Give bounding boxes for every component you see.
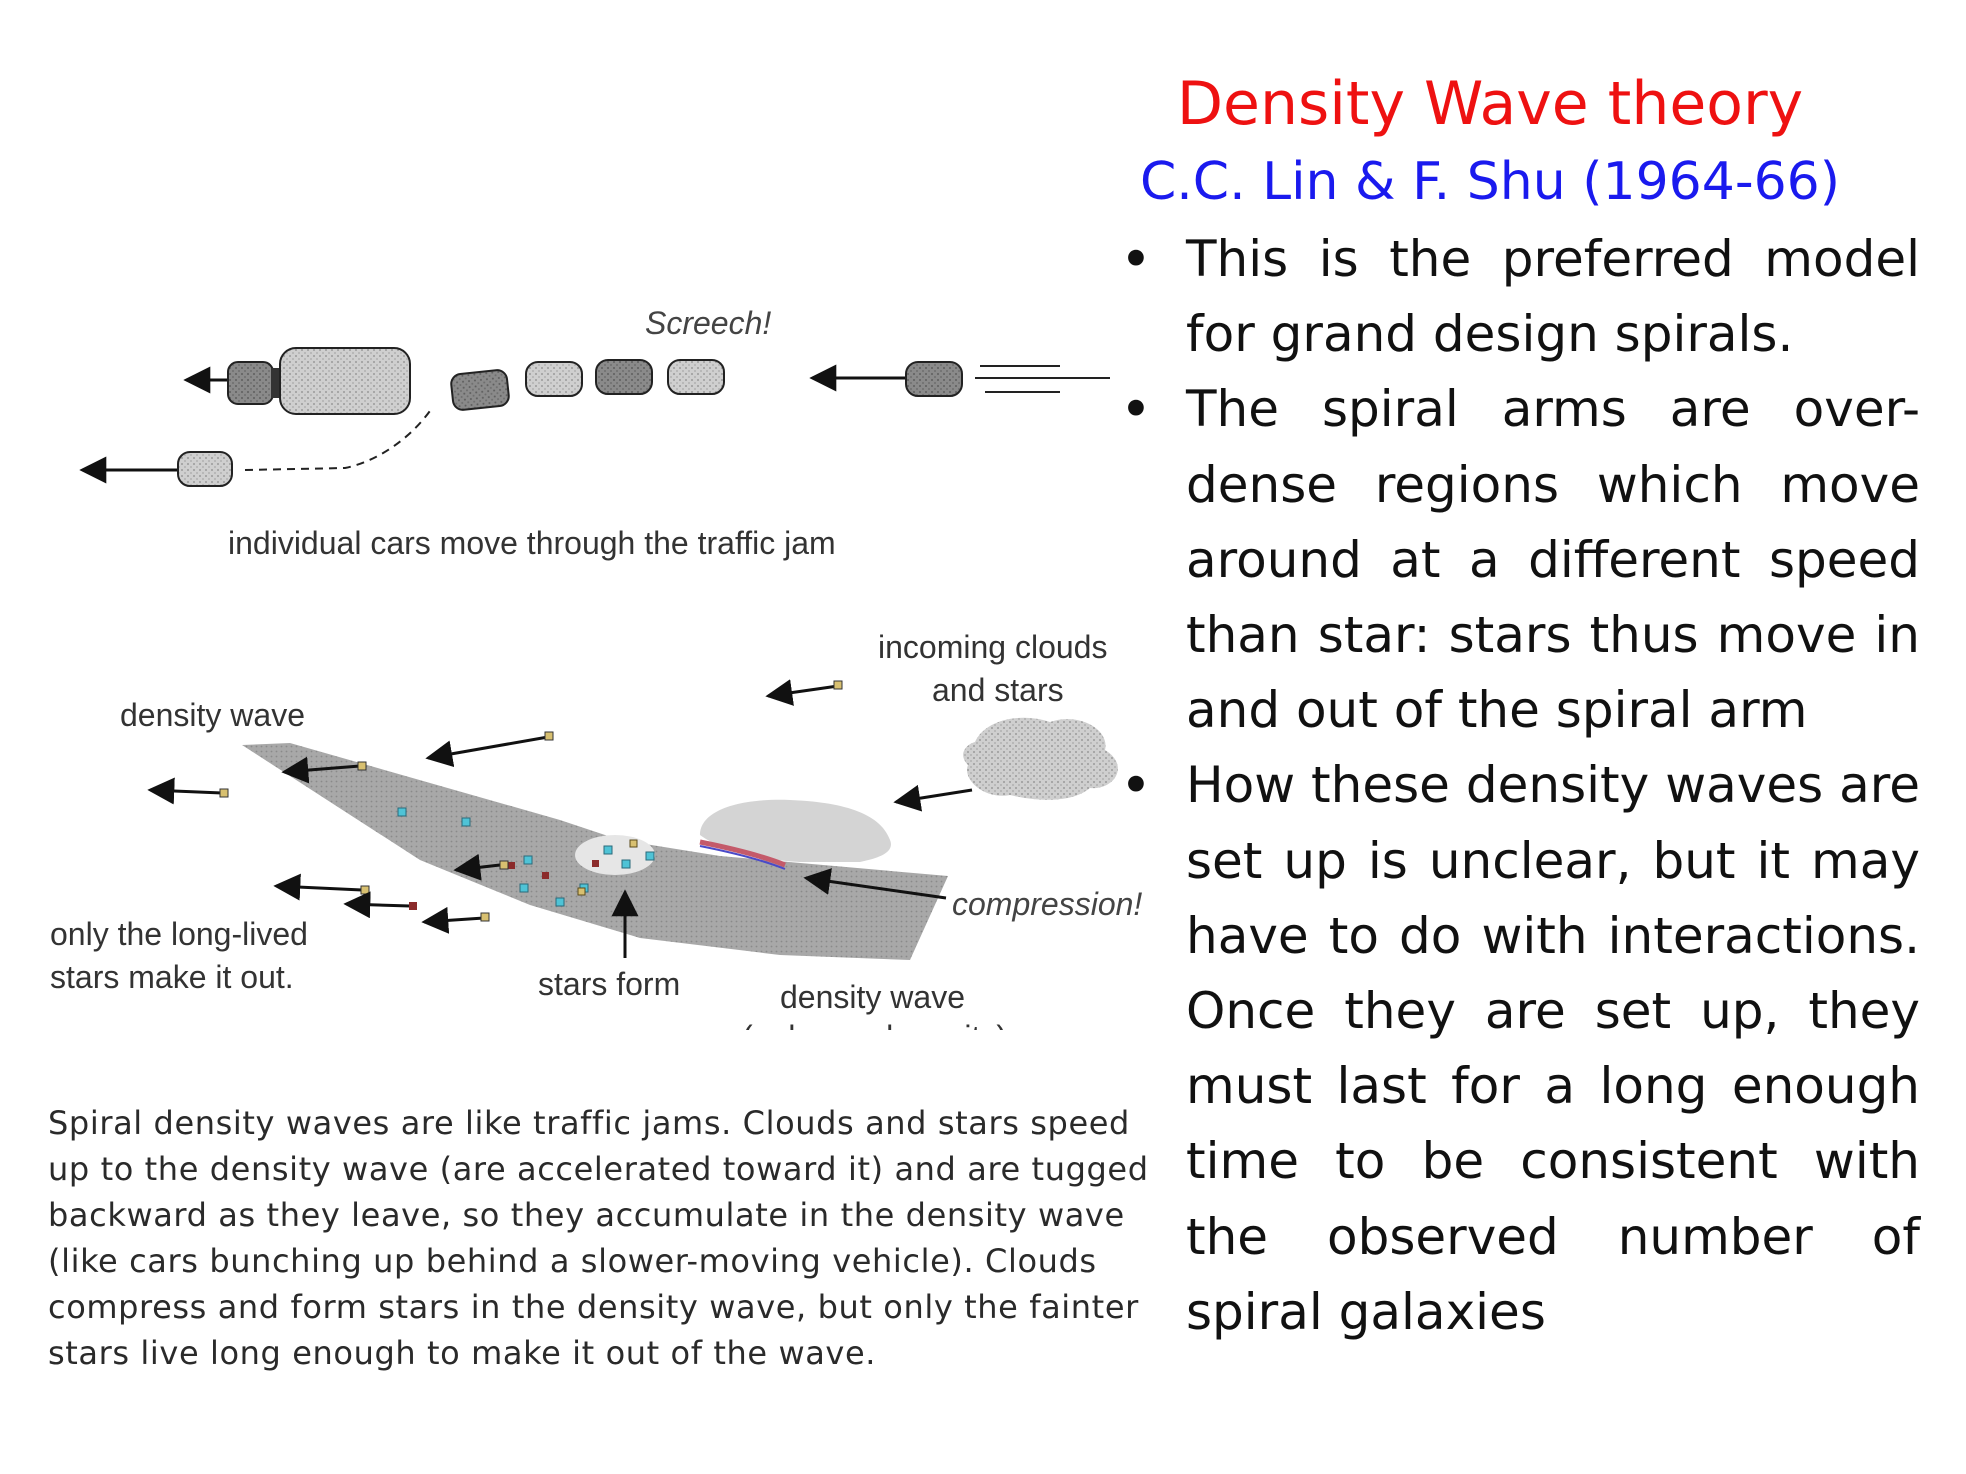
old-star — [542, 872, 549, 879]
car — [450, 369, 510, 411]
star-arrow — [421, 906, 485, 934]
star-arrow — [343, 891, 411, 919]
young-star — [621, 859, 631, 869]
car — [177, 451, 233, 487]
figure-caption: Spiral density waves are like traffic ja… — [48, 1104, 1149, 1372]
star — [499, 860, 509, 870]
young-star — [603, 845, 613, 855]
shock-front — [699, 839, 786, 868]
young-star — [645, 851, 655, 861]
bullet-item: The spiral arms are over-dense regions w… — [1120, 372, 1920, 748]
density-wave-bottom-line2: (enhanced gravity) — [742, 1019, 1007, 1030]
old-star — [577, 887, 586, 896]
long-lived-label-line1: only the long-lived — [50, 916, 308, 952]
old-star — [592, 860, 599, 867]
star-arrow — [147, 777, 223, 805]
star — [480, 912, 490, 922]
incoming-star-arrow — [765, 679, 839, 706]
car — [525, 361, 583, 397]
incoming-label-line2: and stars — [932, 672, 1064, 708]
stars-form-label: stars form — [538, 966, 680, 1002]
wave-diagram: density wave incoming clouds and stars c… — [50, 629, 1142, 1030]
star — [219, 788, 229, 798]
slow-truck — [279, 347, 411, 415]
young-star — [519, 883, 529, 893]
young-star — [397, 807, 407, 817]
old-star — [629, 839, 638, 848]
incoming-label-line1: incoming clouds — [878, 629, 1107, 665]
young-star — [461, 817, 471, 827]
car — [667, 359, 725, 395]
compression-label: compression! — [952, 886, 1142, 922]
bullet-item: This is the preferred model for grand de… — [1120, 222, 1920, 372]
slide-title: Density Wave theory — [1176, 69, 1804, 139]
old-stars — [508, 839, 638, 896]
screech-label: Screech! — [645, 305, 771, 341]
incoming-car — [905, 361, 963, 397]
star-arrows — [147, 679, 973, 958]
star-arrow — [453, 853, 501, 881]
bullet-item: How these density waves are set up is un… — [1120, 748, 1920, 1350]
star — [544, 731, 554, 741]
traffic-caption: individual cars move through the traffic… — [228, 525, 836, 561]
star-forming-region — [575, 835, 655, 875]
old-star — [409, 902, 417, 910]
incoming-star — [833, 680, 843, 690]
density-wave-label: density wave — [120, 697, 305, 733]
star-arrow — [425, 735, 549, 768]
young-star — [555, 897, 565, 907]
shock-front-inner — [699, 845, 786, 870]
traffic-diagram: Screech! individual cars move through th… — [79, 305, 1110, 561]
star — [357, 761, 367, 771]
density-wave-bottom-line1: density wave — [780, 979, 965, 1015]
incoming-cloud — [963, 717, 1118, 800]
young-star — [523, 855, 533, 865]
old-star — [508, 862, 515, 869]
car — [595, 359, 653, 395]
density-wave-figure: Screech! individual cars move through th… — [50, 305, 1142, 1030]
compressed-cloud — [700, 799, 891, 862]
incoming-cloud-arrow — [893, 784, 973, 812]
compression-arrow — [803, 868, 947, 900]
bullet-list: This is the preferred model for grand de… — [1120, 222, 1920, 1350]
long-lived-label-line2: stars make it out. — [50, 959, 294, 995]
star — [360, 885, 370, 895]
car — [227, 361, 274, 405]
car-path — [244, 407, 433, 471]
star-arrow — [281, 756, 361, 784]
slide-subtitle: C.C. Lin & F. Shu (1964-66) — [1139, 152, 1841, 212]
star-arrow — [273, 873, 363, 901]
